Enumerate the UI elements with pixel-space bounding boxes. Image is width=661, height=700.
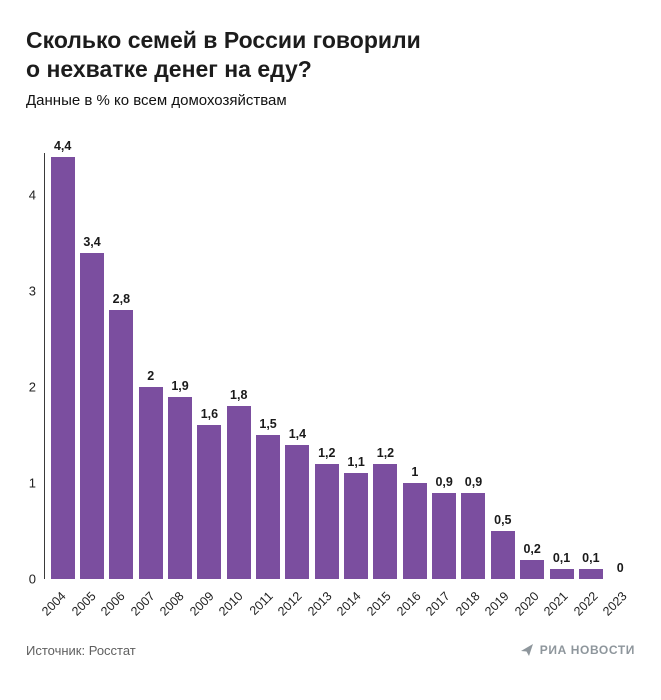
bar-slot: 0,2 <box>518 153 547 579</box>
x-axis-label: 2004 <box>39 588 69 619</box>
bar <box>80 252 105 579</box>
ria-novosti-logo: РИА НОВОСТИ <box>520 643 635 657</box>
bar-value-label: 0,2 <box>523 541 541 556</box>
bar-value-label: 1,2 <box>376 445 395 460</box>
bar <box>168 396 193 579</box>
x-axis-label: 2005 <box>68 588 99 619</box>
bar-slot: 0,1 <box>576 153 605 579</box>
bar-slot: 3,4 <box>77 153 106 579</box>
bar-value-label: 1,6 <box>200 406 219 421</box>
source-note: Источник: Росстат <box>26 642 136 658</box>
y-axis-tick: 0 <box>28 571 36 587</box>
bar-slot: 2,8 <box>107 153 136 579</box>
bar-slot: 1,1 <box>341 153 370 579</box>
bar <box>520 559 545 579</box>
bar <box>50 156 75 579</box>
bar <box>549 568 574 579</box>
x-axis-label: 2015 <box>364 588 394 619</box>
bar-value-label: 2 <box>147 368 155 383</box>
bar <box>373 463 398 579</box>
bar-slot: 1,6 <box>195 153 224 579</box>
x-axis-label: 2012 <box>275 588 306 619</box>
page-title: Сколько семей в России говорили о нехват… <box>26 26 635 85</box>
bar <box>197 424 222 579</box>
bar-value-label: 1,1 <box>347 454 365 469</box>
bar-value-label: 1,4 <box>288 426 307 441</box>
bar-value-label: 1,9 <box>171 378 189 393</box>
x-axis-label: 2007 <box>127 588 158 619</box>
footer: Источник: Росстат РИА НОВОСТИ <box>0 643 661 658</box>
y-axis-tick: 4 <box>28 187 36 203</box>
bar-slot: 1,9 <box>165 153 194 579</box>
x-axis-label: 2021 <box>541 588 572 619</box>
x-axis-label: 2016 <box>393 588 424 619</box>
x-axis-label: 2023 <box>600 588 631 619</box>
bar-chart: 0 1 2 3 4 4,4 3,4 2,8 2 1,9 1,6 1,8 1,5 1,4 1,2 1,1 1,2… <box>26 139 635 629</box>
bar-slot: 0 <box>606 153 635 579</box>
x-axis-label: 2020 <box>511 588 542 619</box>
bar <box>490 530 515 579</box>
x-axis-label: 2009 <box>186 588 217 619</box>
bar-value-label: 0 <box>616 560 624 575</box>
title-line-2: о нехватке денег на еду? <box>26 56 312 83</box>
x-axis-label: 2017 <box>423 588 453 619</box>
x-axis-label: 2011 <box>246 588 276 618</box>
bar-value-label: 0,1 <box>582 550 600 565</box>
bar <box>109 309 134 579</box>
ria-logo-text: РИА НОВОСТИ <box>539 643 635 658</box>
bar <box>402 482 427 579</box>
bar-value-label: 0,9 <box>435 474 453 489</box>
bar-slot: 0,1 <box>547 153 576 579</box>
chart-subtitle: Данные в % ко всем домохозяйствам <box>26 91 287 109</box>
bar <box>461 492 486 579</box>
bar <box>344 472 369 579</box>
bar <box>314 463 339 579</box>
x-axis-label: 2013 <box>305 588 335 619</box>
ria-logo-icon <box>520 643 534 657</box>
bar <box>226 405 251 579</box>
bar-value-label: 0,1 <box>552 550 571 565</box>
bar-slot: 1,5 <box>253 153 282 579</box>
bar-slot: 1,4 <box>283 153 312 579</box>
bar <box>256 434 281 579</box>
x-axis-label: 2018 <box>452 588 483 619</box>
bar-slot: 0,9 <box>429 153 458 579</box>
bar <box>578 568 603 579</box>
title-line-1: Сколько семей в России говорили <box>26 27 421 53</box>
x-axis-label: 2008 <box>157 588 187 619</box>
bar-value-label: 1 <box>411 464 419 479</box>
bar-slot: 1,2 <box>371 153 400 579</box>
y-axis-tick: 3 <box>28 283 36 299</box>
x-axis-label: 2019 <box>482 588 512 619</box>
bar-slot: 0,9 <box>459 153 488 579</box>
bars-container: 4,4 3,4 2,8 2 1,9 1,6 1,8 1,5 1,4 1,2 1,1 1,2 1 0,9 0,… <box>45 139 635 579</box>
bar-slot: 4,4 <box>48 139 77 579</box>
bar-value-label: 0,5 <box>494 512 512 527</box>
bar-slot: 0,5 <box>488 153 517 579</box>
bar <box>285 444 310 579</box>
x-axis: 2004 2005 2006 2007 2008 2009 2010 2011 2012 2013… <box>39 579 635 629</box>
bar-slot: 1,2 <box>312 153 341 579</box>
bar-slot: 1 <box>400 153 429 579</box>
bar <box>138 386 163 579</box>
x-axis-label: 2022 <box>571 588 601 619</box>
bar-value-label: 0,9 <box>464 474 483 489</box>
bar-slot: 2 <box>136 153 165 579</box>
x-axis-label: 2014 <box>334 588 365 619</box>
bar-value-label: 2,8 <box>112 291 131 306</box>
x-axis-label: 2010 <box>216 588 246 619</box>
bar-value-label: 4,4 <box>53 138 72 153</box>
bar-value-label: 3,4 <box>83 234 101 249</box>
bar <box>432 492 457 579</box>
x-axis-label: 2006 <box>98 588 128 619</box>
bar-value-label: 1,5 <box>259 416 277 431</box>
bar-value-label: 1,8 <box>230 387 248 402</box>
chart-plot-area: 0 1 2 3 4 4,4 3,4 2,8 2 1,9 1,6 1,8 1,5 1,4 1,2 1,1 1,2… <box>29 139 635 587</box>
y-axis-tick: 2 <box>28 379 36 395</box>
bar-slot: 1,8 <box>224 153 253 579</box>
y-axis-tick: 1 <box>28 475 36 491</box>
bar-value-label: 1,2 <box>318 445 336 460</box>
